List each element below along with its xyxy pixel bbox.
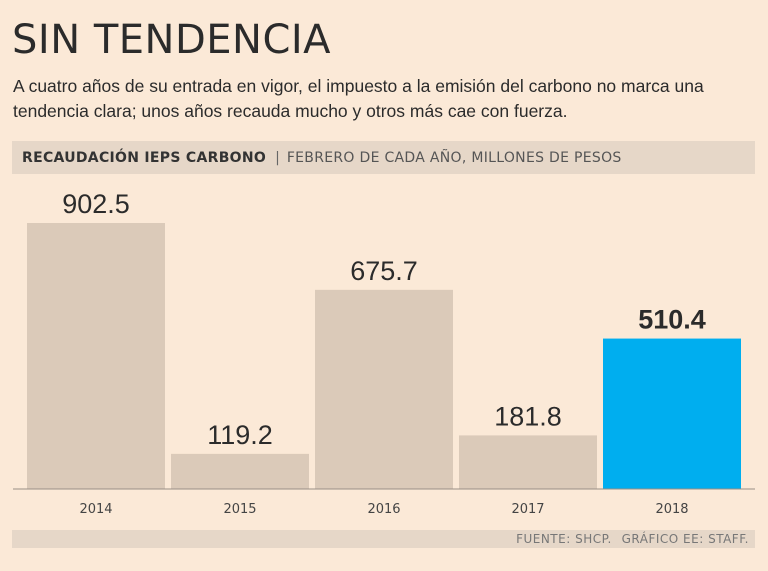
bar-2016 bbox=[315, 289, 453, 489]
footer-credits: FUENTE: SHCP. GRÁFICO EE: STAFF. bbox=[12, 530, 755, 548]
chart-title: SIN TENDENCIA bbox=[12, 17, 332, 63]
value-label-2018: 510.4 bbox=[638, 305, 706, 335]
bar-chart: 902.5 2014 119.2 2015 675.7 2016 181.8 2017 510.… bbox=[13, 189, 755, 517]
category-label-2017: 2017 bbox=[511, 502, 544, 517]
category-label-2015: 2015 bbox=[223, 502, 256, 517]
bars-group bbox=[27, 223, 741, 489]
bar-2015 bbox=[171, 453, 309, 489]
graphic-credit: GRÁFICO EE: STAFF. bbox=[621, 532, 749, 546]
chart-subtitle: A cuatro años de su entrada en vigor, el… bbox=[13, 76, 704, 121]
category-label-2014: 2014 bbox=[79, 502, 112, 517]
series-name: RECAUDACIÓN IEPS CARBONO bbox=[22, 149, 267, 166]
bar-2014 bbox=[27, 223, 165, 489]
band-separator: | bbox=[275, 149, 280, 166]
value-label-2015: 119.2 bbox=[207, 420, 273, 450]
value-label-2014: 902.5 bbox=[62, 189, 130, 219]
bar-2017 bbox=[459, 435, 597, 489]
category-label-2016: 2016 bbox=[367, 502, 400, 517]
source-note: FUENTE: SHCP. bbox=[516, 532, 612, 546]
labels-group: 902.5 2014 119.2 2015 675.7 2016 181.8 2017 510.… bbox=[62, 189, 706, 517]
series-header-band: RECAUDACIÓN IEPS CARBONO | FEBRERO DE CA… bbox=[12, 141, 755, 174]
value-label-2017: 181.8 bbox=[494, 401, 562, 431]
category-label-2018: 2018 bbox=[655, 502, 688, 517]
value-label-2016: 675.7 bbox=[350, 256, 418, 286]
series-unit: FEBRERO DE CADA AÑO, MILLONES DE PESOS bbox=[286, 149, 622, 166]
bar-2018 bbox=[603, 338, 741, 489]
